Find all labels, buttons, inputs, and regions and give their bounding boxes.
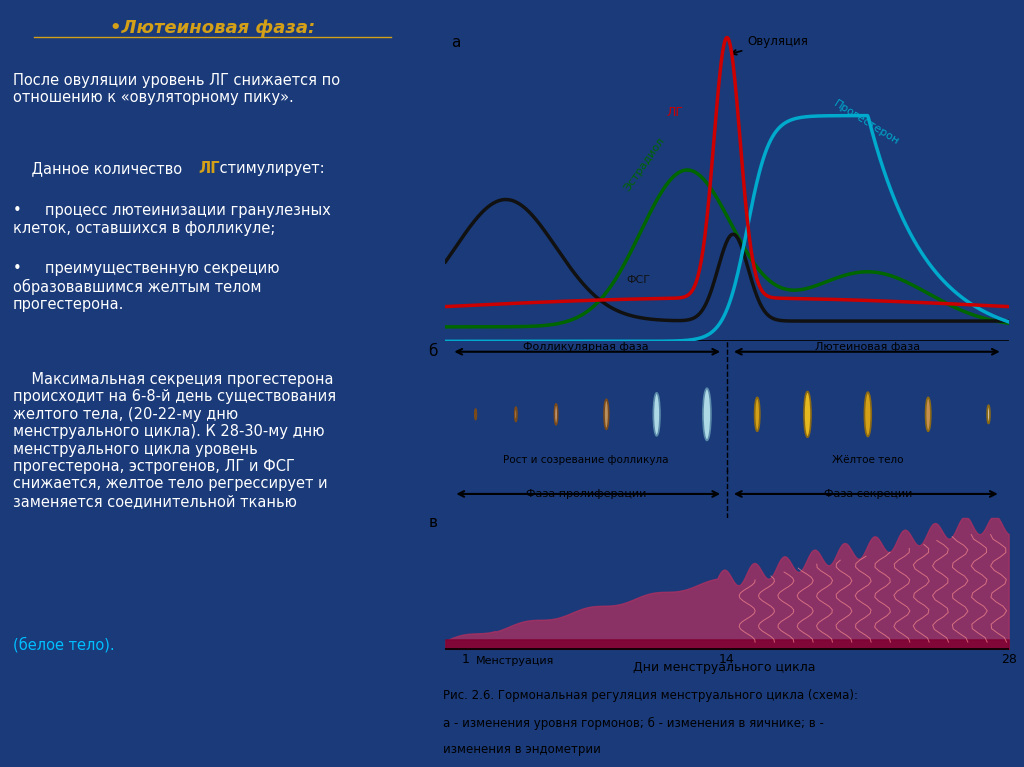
Text: (белое тело).: (белое тело). [12,637,115,652]
Circle shape [515,407,517,422]
Text: •Лютеиновая фаза:: •Лютеиновая фаза: [110,19,315,37]
Text: ЛГ: ЛГ [667,106,684,119]
Text: Рост и созревание фолликула: Рост и созревание фолликула [504,455,669,465]
Text: Фаза пролиферации: Фаза пролиферации [526,489,646,499]
Circle shape [702,388,711,440]
Circle shape [804,391,811,437]
Circle shape [604,400,608,430]
Text: Фаза секреции: Фаза секреции [823,489,912,499]
Text: После овуляции уровень ЛГ снижается по
отношению к «овуляторному пику».: После овуляции уровень ЛГ снижается по о… [12,73,340,105]
Text: Лютеиновая фаза: Лютеиновая фаза [815,342,921,352]
Text: Жёлтое тело: Жёлтое тело [833,455,903,465]
Text: Данное количество: Данное количество [12,161,186,176]
Text: Менструация: Менструация [475,657,554,667]
Text: а - изменения уровня гормонов; б - изменения в яичнике; в -: а - изменения уровня гормонов; б - измен… [443,717,823,730]
Text: Эстрадиол: Эстрадиол [623,135,667,193]
Text: в: в [428,515,437,530]
Text: а: а [452,35,461,50]
Text: •     преимущественную секрецию
образовавшимся желтым телом
прогестерона.: • преимущественную секрецию образовавшим… [12,261,280,312]
Circle shape [926,397,931,431]
Text: •     процесс лютеинизации гранулезных
клеток, оставшихся в фолликуле;: • процесс лютеинизации гранулезных клето… [12,203,331,235]
Circle shape [653,393,659,436]
Text: б: б [428,344,438,359]
Circle shape [475,409,476,420]
Text: Максимальная секреция прогестерона
происходит на 6-8-й день существования
желтог: Максимальная секреция прогестерона проис… [12,372,336,509]
Circle shape [554,404,558,425]
Circle shape [987,405,990,423]
Text: Рис. 2.6. Гормональная регуляция менструального цикла (схема):: Рис. 2.6. Гормональная регуляция менстру… [443,689,858,702]
Text: 1: 1 [462,653,469,666]
Text: ФСГ: ФСГ [627,275,650,285]
Circle shape [864,392,871,436]
Text: стимулирует:: стимулирует: [215,161,325,176]
Text: Прогестерон: Прогестерон [831,98,901,146]
Text: 28: 28 [1000,653,1017,666]
Text: изменения в эндометрии: изменения в эндометрии [443,743,601,756]
Circle shape [755,397,760,431]
Text: Овуляция: Овуляция [732,35,808,54]
Text: Фолликулярная фаза: Фолликулярная фаза [523,342,649,352]
Text: 14: 14 [719,653,735,666]
Text: ЛГ: ЛГ [199,161,220,176]
Text: Дни менструального цикла: Дни менструального цикла [633,661,816,674]
